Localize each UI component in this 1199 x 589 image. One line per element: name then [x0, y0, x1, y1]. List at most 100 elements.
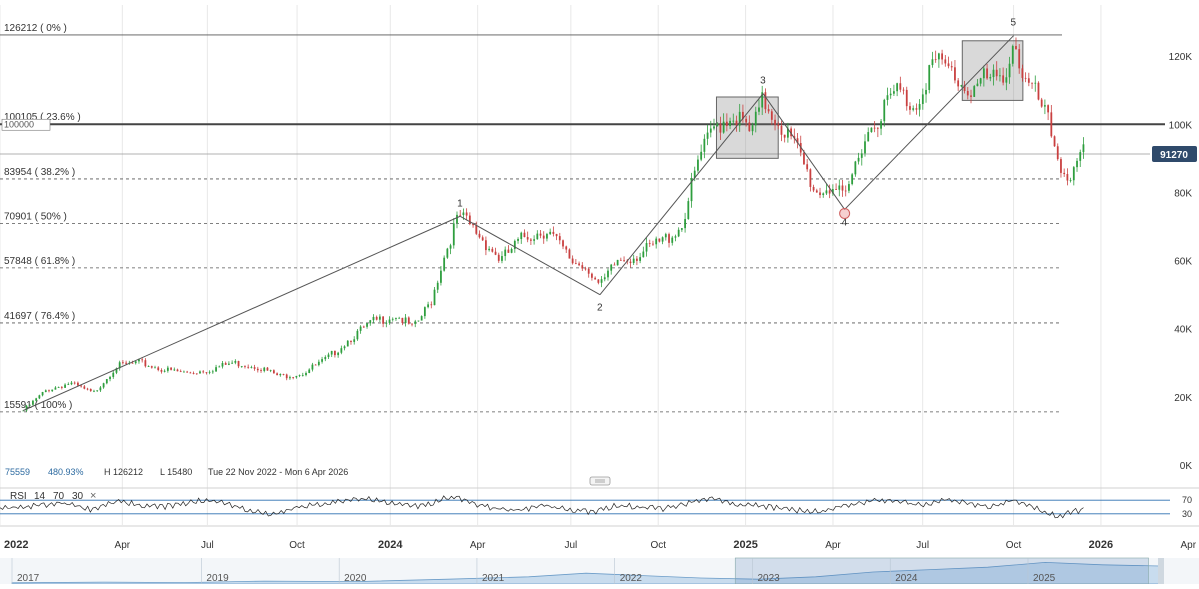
candle-body [957, 80, 960, 87]
candle-body [542, 235, 545, 239]
candle-body [909, 106, 911, 110]
candle-body [1005, 77, 1008, 83]
y-tick-label: 60K [1174, 257, 1192, 268]
candle-body [568, 249, 571, 259]
stat-change: 480.93% [48, 467, 84, 477]
candle-body [574, 263, 577, 265]
candle-body [144, 360, 147, 367]
candle-body [105, 379, 108, 384]
x-tick-label: 2022 [4, 539, 28, 551]
rsi-upper-param: 70 [53, 491, 65, 502]
candle-body [54, 387, 57, 390]
candle-body [732, 120, 735, 122]
candle-body [581, 265, 584, 269]
stat-low: L 15480 [160, 467, 192, 477]
candle-body [742, 111, 744, 119]
candle-body [1040, 99, 1043, 107]
navigator[interactable]: 2017 2019 2020 2021 2022 2023 2024 2025 [0, 557, 1199, 585]
candle-body [770, 111, 773, 120]
x-tick-label: 2025 [733, 539, 757, 551]
candle-body [571, 258, 574, 264]
candle-body [1066, 174, 1069, 181]
candle-body [160, 370, 163, 372]
candle-body [937, 53, 940, 60]
candle-body [684, 219, 686, 229]
candle-body [314, 364, 317, 366]
candle-body [632, 258, 635, 264]
candle-body [375, 316, 378, 320]
stat-high: H 126212 [104, 467, 143, 477]
candle-body [918, 104, 921, 110]
candle-body [77, 382, 79, 386]
candle-body [282, 374, 285, 375]
wave-label: 4 [842, 217, 848, 228]
candle-body [941, 53, 943, 60]
candle-body [51, 389, 54, 392]
candle-body [411, 323, 413, 325]
fib-label: 57848 ( 61.8% ) [4, 256, 75, 267]
close-icon[interactable]: × [90, 490, 96, 502]
candle-body [1027, 78, 1030, 83]
candle-body [183, 371, 185, 373]
fib-label: 15591 ( 100% ) [4, 400, 72, 411]
candle-body [1056, 146, 1059, 160]
candle-body [1031, 82, 1033, 84]
x-tick-label: Jul [201, 540, 214, 551]
candle-body [725, 121, 728, 126]
candle-body [57, 387, 60, 388]
wave-line [762, 93, 846, 210]
candle-body [70, 382, 73, 385]
candle-body [478, 233, 481, 238]
candle-body [523, 232, 526, 238]
candle-body [237, 360, 240, 367]
candle-body [648, 243, 651, 244]
candle-body [520, 232, 523, 240]
candle-body [642, 251, 645, 258]
rsi-lower-label: 30 [1182, 509, 1192, 519]
candle-body [102, 383, 105, 388]
candle-body [163, 370, 166, 372]
candle-body [234, 360, 237, 363]
candle-body [1050, 112, 1053, 137]
candle-body [337, 352, 340, 356]
candle-body [709, 128, 712, 133]
y-tick-label: 120K [1169, 52, 1193, 63]
candle-body [549, 231, 552, 235]
candle-body [809, 169, 812, 187]
candle-body [289, 377, 291, 379]
candle-body [912, 108, 915, 110]
candle-body [790, 128, 793, 137]
candle-body [89, 388, 92, 391]
fib-label: 70901 ( 50% ) [4, 211, 67, 222]
candle-body [1063, 172, 1066, 175]
candle-body [417, 320, 420, 322]
grid [0, 5, 1102, 525]
wave-label: 2 [597, 303, 603, 314]
candle-body [80, 385, 83, 387]
candle-body [154, 367, 156, 369]
candle-body [334, 350, 336, 356]
candle-body [44, 390, 47, 393]
candle-body [995, 69, 998, 77]
candle-body [382, 316, 385, 324]
candle-body [205, 372, 208, 374]
candle-body [934, 59, 937, 61]
y-axis: 0K 20K 40K 60K 80K 100K 120K 91270 [1152, 52, 1197, 472]
x-tick-label: Apr [115, 540, 131, 551]
candle-body [202, 371, 205, 373]
candle-body [276, 373, 278, 376]
candle-body [565, 246, 568, 250]
candle-body [819, 192, 821, 196]
candle-body [629, 261, 632, 264]
candle-body [465, 212, 468, 216]
candle-body [285, 374, 288, 379]
candle-body [28, 404, 31, 406]
candle-body [899, 83, 902, 90]
grip-icon[interactable] [589, 476, 611, 486]
candle-body [652, 243, 654, 245]
panel-resize-handle[interactable] [589, 476, 611, 486]
candle-body [208, 371, 211, 373]
candle-body [166, 367, 169, 371]
y-tick-label: 20K [1174, 393, 1192, 404]
